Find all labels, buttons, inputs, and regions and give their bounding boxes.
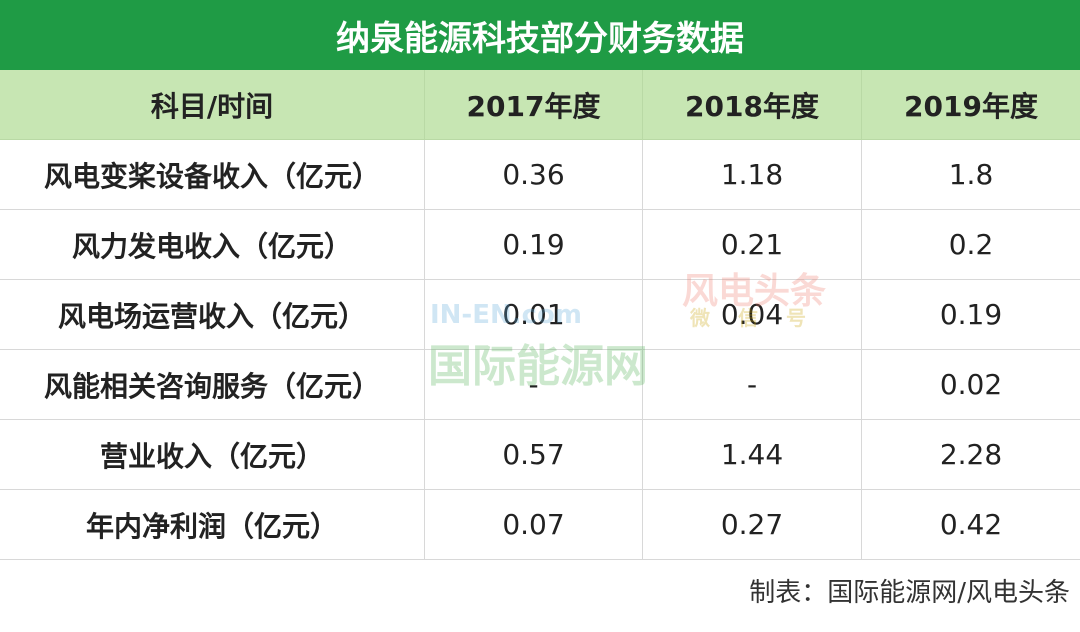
row-label: 年内净利润（亿元）: [0, 490, 425, 560]
row-label: 风能相关咨询服务（亿元）: [0, 350, 425, 420]
header-cell: 科目/时间: [0, 70, 425, 140]
title-bar: 纳泉能源科技部分财务数据: [0, 0, 1080, 70]
header-cell: 2017年度: [425, 70, 643, 140]
row-label: 风电变桨设备收入（亿元）: [0, 140, 425, 210]
table-row: 营业收入（亿元） 0.57 1.44 2.28: [0, 420, 1080, 490]
value-cell: 0.36: [425, 140, 643, 210]
value-cell: 0.27: [643, 490, 862, 560]
header-cell: 2019年度: [862, 70, 1080, 140]
table-row: 风力发电收入（亿元） 0.19 0.21 0.2: [0, 210, 1080, 280]
table-row: 年内净利润（亿元） 0.07 0.27 0.42: [0, 490, 1080, 560]
table-row: 风电变桨设备收入（亿元） 0.36 1.18 1.8: [0, 140, 1080, 210]
value-cell: 1.18: [643, 140, 862, 210]
header-row: 科目/时间 2017年度 2018年度 2019年度: [0, 70, 1080, 140]
value-cell: 0.02: [862, 350, 1080, 420]
row-label: 风力发电收入（亿元）: [0, 210, 425, 280]
title: 纳泉能源科技部分财务数据: [336, 18, 744, 59]
value-cell: 0.57: [425, 420, 643, 490]
table-row: 风能相关咨询服务（亿元） - -0.02: [0, 350, 1080, 420]
value-cell: 0.42: [862, 490, 1080, 560]
footer: 制表：国际能源网/风电头条: [749, 578, 1070, 608]
value-cell: 0.07: [425, 490, 643, 560]
table: 科目/时间 2017年度 2018年度 2019年度 风电变桨设备收入（亿元） 0.36 1…: [0, 70, 1080, 560]
value-cell: 0.19: [425, 210, 643, 280]
value-cell: 0.21: [643, 210, 862, 280]
value-cell: 0.19: [862, 280, 1080, 350]
value-cell: 0.04: [643, 280, 862, 350]
value-cell: 1.44: [643, 420, 862, 490]
value-cell: 2.28: [862, 420, 1080, 490]
table-row: 风电场运营收入（亿元） 0.01 0.04 0.19: [0, 280, 1080, 350]
value-cell: 0.01: [425, 280, 643, 350]
header-cell: 2018年度: [643, 70, 862, 140]
row-label: 风电场运营收入（亿元）: [0, 280, 425, 350]
value-cell: 0.2: [862, 210, 1080, 280]
row-label: 营业收入（亿元）: [0, 420, 425, 490]
value-cell: -: [425, 350, 643, 420]
value-cell: 1.8: [862, 140, 1080, 210]
value-cell: -: [643, 350, 862, 420]
